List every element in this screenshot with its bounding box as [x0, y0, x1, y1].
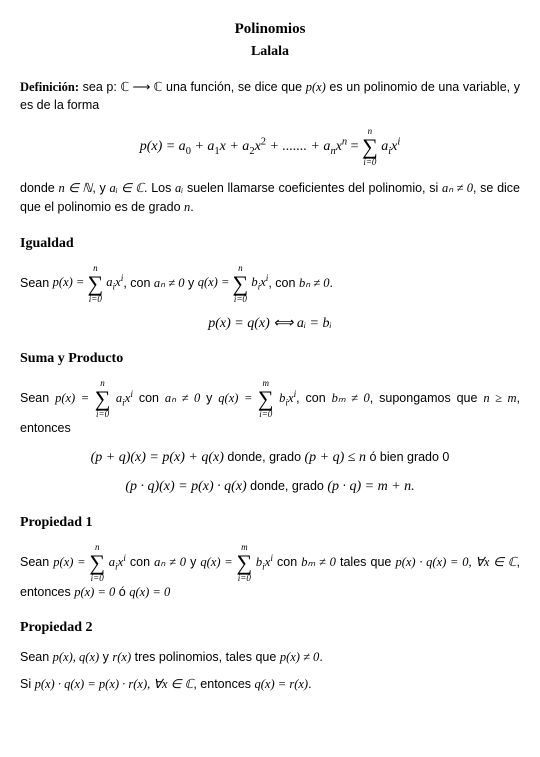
math: aₙ ≠ 0 — [442, 181, 473, 195]
math: ℂ ⟶ ℂ — [120, 80, 162, 94]
math: n ∈ ℕ — [58, 181, 92, 195]
text: y — [99, 650, 112, 664]
text: , con — [123, 275, 154, 289]
math: q(x) = r(x) — [255, 677, 309, 691]
text: tres polinomios, tales que — [131, 650, 280, 664]
text: con — [126, 555, 154, 569]
definition-after: donde n ∈ ℕ, y aᵢ ∈ ℂ. Los aᵢ suelen lla… — [20, 179, 520, 217]
suma-eq2: (p · q)(x) = p(x) · q(x) donde, grado (p… — [20, 479, 520, 496]
title-block: Polinomios Lalala — [20, 18, 520, 62]
text: ó — [115, 585, 129, 599]
text: y — [185, 275, 198, 289]
text: con — [273, 555, 301, 569]
prop2-paragraph-1: Sean p(x), q(x) y r(x) tres polinomios, … — [20, 648, 520, 667]
text: , con — [296, 391, 331, 405]
prop1-paragraph: Sean p(x) = n∑i=0 aixi con aₙ ≠ 0 y q(x)… — [20, 543, 520, 602]
text: sea p: — [79, 80, 120, 94]
text: con — [133, 391, 165, 405]
math: bₘ ≠ 0 — [301, 555, 336, 569]
igualdad-paragraph: Sean p(x) = n∑i=0 aixi, con aₙ ≠ 0 y q(x… — [20, 264, 520, 304]
math: q(x) = 0 — [129, 585, 170, 599]
prop1-heading: Propiedad 1 — [20, 512, 520, 533]
math: p(x) · q(x) = p(x) · r(x), ∀x ∈ ℂ — [35, 677, 194, 691]
definition-paragraph: Definición: sea p: ℂ ⟶ ℂ una función, se… — [20, 78, 520, 116]
text: , supongamos que — [370, 391, 484, 405]
definition-equation: p(x) = a0 + a1x + a2x2 + ....... + anxn … — [20, 127, 520, 167]
text: tales que — [336, 555, 396, 569]
text: , entonces — [193, 677, 254, 691]
math: p(x) = n∑i=0 aixi — [55, 391, 133, 405]
math: p(x) = n∑i=0 aixi — [53, 275, 124, 289]
text: , y — [92, 181, 109, 195]
math: q(x) = m∑i=0 bixi — [200, 555, 273, 569]
math: p(x) — [306, 80, 326, 94]
prop2-paragraph-2: Si p(x) · q(x) = p(x) · r(x), ∀x ∈ ℂ, en… — [20, 675, 520, 694]
math: aₙ ≠ 0 — [154, 555, 186, 569]
igualdad-heading: Igualdad — [20, 233, 520, 254]
math: bₘ ≠ 0 — [332, 391, 370, 405]
text: Sean — [20, 391, 55, 405]
text: , con — [268, 275, 299, 289]
math: bₙ ≠ 0 — [299, 275, 330, 289]
text: donde — [20, 181, 58, 195]
text: . — [308, 677, 311, 691]
suma-eq1: (p + q)(x) = p(x) + q(x) donde, grado (p… — [20, 450, 520, 467]
suma-heading: Suma y Producto — [20, 348, 520, 369]
text: y — [186, 555, 200, 569]
text: Sean — [20, 555, 53, 569]
suma-paragraph: Sean p(x) = n∑i=0 aixi con aₙ ≠ 0 y q(x)… — [20, 379, 520, 438]
text: Sean — [20, 650, 53, 664]
math: p(x) = n∑i=0 aixi — [53, 555, 126, 569]
math: p(x) · q(x) = 0, ∀x ∈ ℂ — [395, 555, 516, 569]
math: q(x) = m∑i=0 bixi — [218, 391, 296, 405]
text: . — [319, 650, 322, 664]
text: Si — [20, 677, 35, 691]
doc-title: Polinomios — [20, 18, 520, 41]
math: q(x) = n∑i=0 bixi — [198, 275, 269, 289]
text: Sean — [20, 275, 53, 289]
math: p(x) ≠ 0 — [280, 650, 319, 664]
math: aₙ ≠ 0 — [154, 275, 185, 289]
doc-subtitle: Lalala — [20, 41, 520, 62]
text: suelen llamarse coeficientes del polinom… — [183, 181, 442, 195]
math: p(x) = 0 — [74, 585, 115, 599]
math: n ≥ m — [483, 391, 516, 405]
igualdad-equation: p(x) = q(x) ⟺ aᵢ = bᵢ — [20, 316, 520, 333]
text: . Los — [144, 181, 175, 195]
math: aₙ ≠ 0 — [165, 391, 200, 405]
math: r(x) — [112, 650, 131, 664]
math: p(x), q(x) — [53, 650, 100, 664]
text: una función, se dice que — [162, 80, 305, 94]
math: aᵢ ∈ ℂ — [109, 181, 144, 195]
sum-symbol: n∑i=0 — [362, 127, 378, 167]
text: y — [200, 391, 218, 405]
prop2-heading: Propiedad 2 — [20, 617, 520, 638]
text: . — [190, 200, 193, 214]
definition-label: Definición: — [20, 80, 79, 94]
